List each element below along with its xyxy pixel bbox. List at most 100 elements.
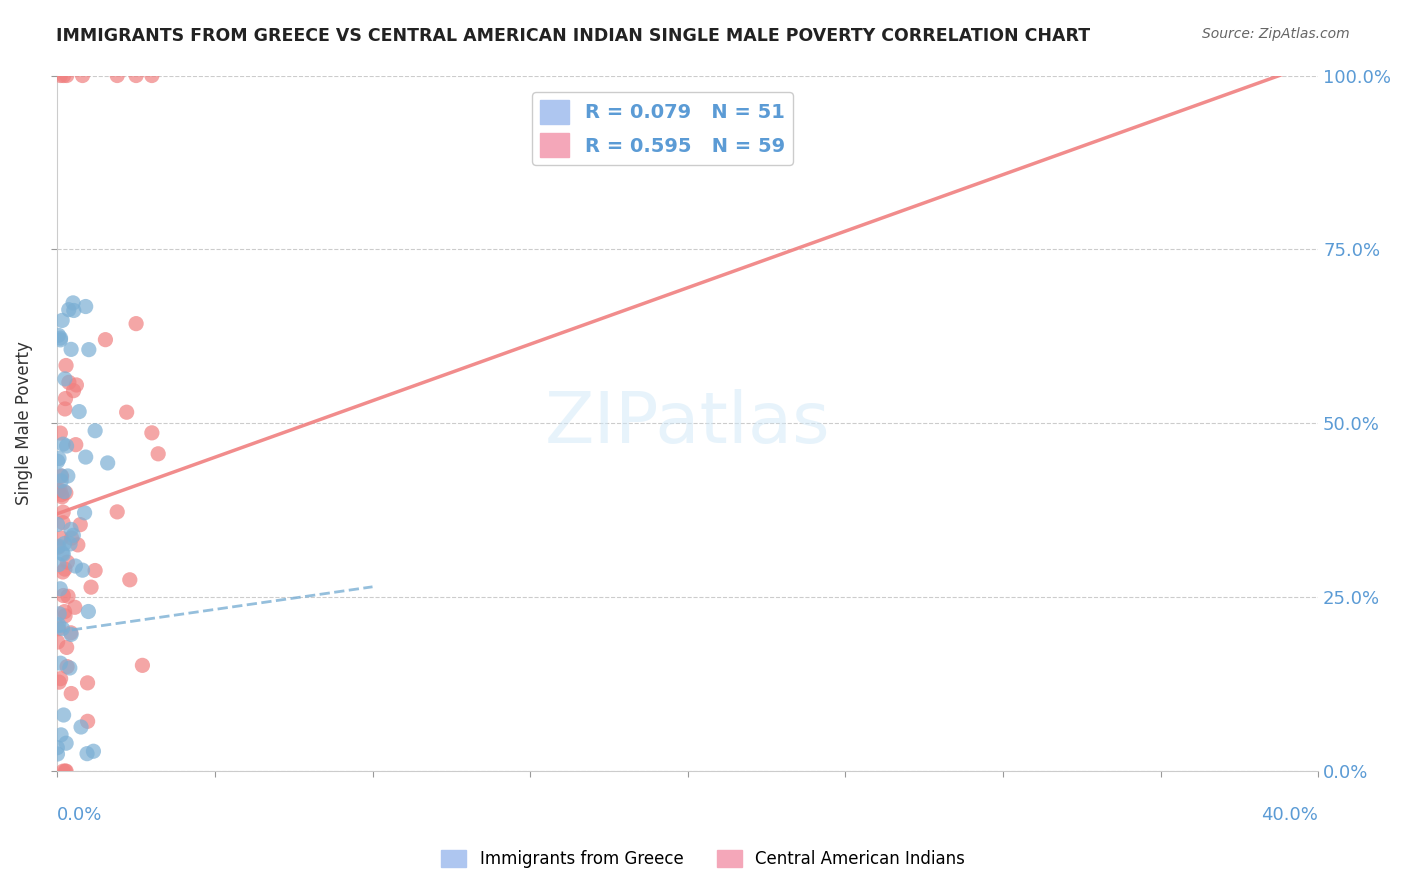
Point <box>82 744 104 758</box>
Point <box>62 296 84 310</box>
Point <box>46 747 69 761</box>
Point <box>141 425 163 440</box>
Point <box>97 456 120 470</box>
Point <box>52 437 75 451</box>
Point <box>73 506 96 520</box>
Point <box>51 622 73 636</box>
Point <box>52 565 75 579</box>
Point <box>49 672 72 686</box>
Point <box>105 505 128 519</box>
Point <box>49 728 72 742</box>
Text: Source: ZipAtlas.com: Source: ZipAtlas.com <box>1202 27 1350 41</box>
Point <box>51 490 73 504</box>
Point <box>75 450 97 464</box>
Point <box>58 302 80 317</box>
Point <box>55 439 77 453</box>
Point <box>125 317 148 331</box>
Point <box>55 486 77 500</box>
Point <box>49 474 72 488</box>
Point <box>53 484 76 499</box>
Text: 0.0%: 0.0% <box>58 805 103 824</box>
Point <box>56 469 79 483</box>
Point <box>63 600 86 615</box>
Point <box>53 536 76 550</box>
Point <box>52 589 75 603</box>
Point <box>49 656 72 670</box>
Point <box>51 313 73 327</box>
Point <box>46 635 69 649</box>
Point <box>77 343 100 357</box>
Point <box>48 451 70 466</box>
Point <box>59 625 82 640</box>
Point <box>46 622 69 636</box>
Point <box>75 300 97 314</box>
Point <box>55 736 77 750</box>
Point <box>53 372 76 386</box>
Point <box>60 343 83 357</box>
Point <box>49 333 72 347</box>
Point <box>49 331 72 345</box>
Point <box>48 607 70 621</box>
Point <box>62 384 84 398</box>
Point <box>55 640 77 655</box>
Point <box>48 617 70 632</box>
Point <box>76 714 98 729</box>
Point <box>80 580 103 594</box>
Point <box>105 69 128 83</box>
Point <box>59 537 82 551</box>
Point <box>65 437 87 451</box>
Point <box>51 469 73 483</box>
Point <box>56 589 79 603</box>
Point <box>49 69 72 83</box>
Point <box>48 558 70 572</box>
Point <box>52 69 75 83</box>
Point <box>59 523 82 537</box>
Point <box>46 483 69 498</box>
Point <box>55 764 77 779</box>
Point <box>52 516 75 530</box>
Point <box>52 547 75 561</box>
Point <box>60 687 83 701</box>
Point <box>94 333 117 347</box>
Y-axis label: Single Male Poverty: Single Male Poverty <box>15 342 32 505</box>
Point <box>49 483 72 498</box>
Point <box>55 392 77 406</box>
Point <box>60 627 83 641</box>
Text: ZIPatlas: ZIPatlas <box>546 389 831 458</box>
Point <box>46 740 69 755</box>
Point <box>62 303 84 318</box>
Point <box>49 426 72 441</box>
Point <box>58 376 80 390</box>
Point <box>125 69 148 83</box>
Point <box>66 538 89 552</box>
Point <box>60 531 83 545</box>
Point <box>141 69 163 83</box>
Point <box>55 69 77 83</box>
Point <box>46 454 69 468</box>
Point <box>131 658 153 673</box>
Point <box>51 547 73 561</box>
Point <box>55 359 77 373</box>
Point <box>52 505 75 519</box>
Point <box>146 447 169 461</box>
Point <box>56 659 79 673</box>
Point <box>65 559 87 574</box>
Point <box>70 720 93 734</box>
Point <box>72 69 94 83</box>
Legend: R = 0.079   N = 51, R = 0.595   N = 59: R = 0.079 N = 51, R = 0.595 N = 59 <box>533 92 793 165</box>
Point <box>48 328 70 343</box>
Point <box>48 539 70 553</box>
Text: IMMIGRANTS FROM GREECE VS CENTRAL AMERICAN INDIAN SINGLE MALE POVERTY CORRELATIO: IMMIGRANTS FROM GREECE VS CENTRAL AMERIC… <box>56 27 1091 45</box>
Point <box>62 528 84 542</box>
Point <box>69 517 91 532</box>
Point <box>76 747 98 761</box>
Point <box>115 405 138 419</box>
Point <box>51 531 73 545</box>
Point <box>56 555 79 569</box>
Point <box>52 764 75 779</box>
Point <box>53 608 76 623</box>
Legend: Immigrants from Greece, Central American Indians: Immigrants from Greece, Central American… <box>434 843 972 875</box>
Point <box>49 582 72 596</box>
Point <box>49 468 72 483</box>
Point <box>53 401 76 416</box>
